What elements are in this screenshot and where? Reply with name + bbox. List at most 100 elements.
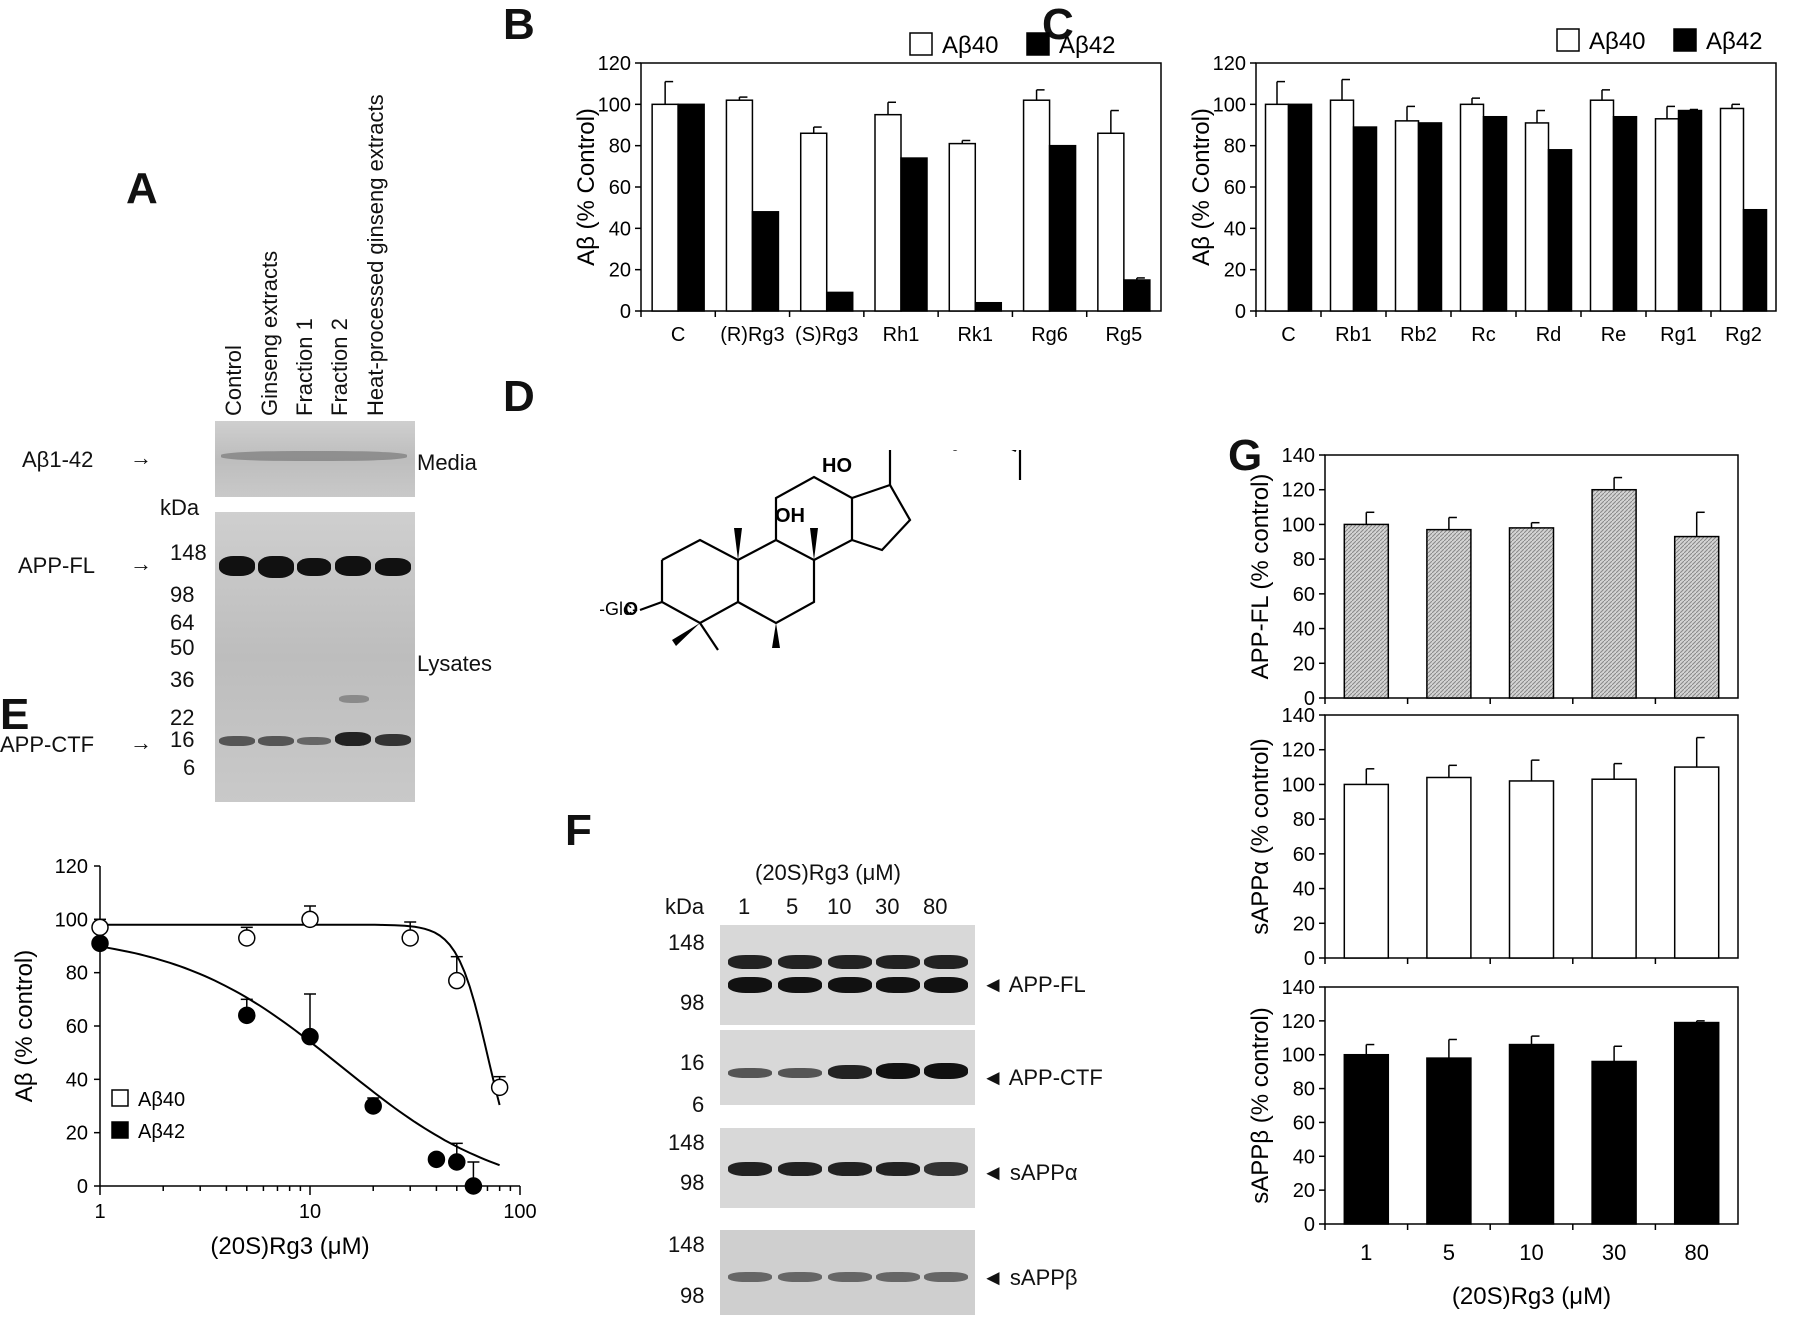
band [375,734,411,746]
bar [1426,1057,1472,1225]
data-point [91,934,109,953]
x-tick-label: 100 [503,1201,536,1223]
y-tick-label: 0 [1235,301,1246,323]
y-tick-label: 40 [1293,879,1315,901]
x-tick-label: Rb2 [1400,324,1437,346]
f-lane-label: 80 [923,894,948,919]
f-mark: 98 [680,990,705,1015]
x-tick-label: Rg2 [1725,324,1762,346]
band [778,1272,822,1282]
bar [1097,132,1125,312]
x-tick-label: Rd [1536,324,1562,346]
bar [651,103,679,312]
y-tick-label: 120 [1282,1011,1315,1033]
f-mark: 6 [692,1092,705,1117]
bar [1022,99,1051,312]
band [778,955,822,969]
blot-a-media [215,421,415,497]
data-point [448,971,466,990]
bar [1589,99,1615,312]
y-tick-label: 100 [1282,774,1315,796]
legend-label: Aβ40 [138,1089,185,1111]
x-tick-label: (R)Rg3 [720,324,784,346]
bar [1673,766,1720,959]
bar [1524,122,1550,312]
band [828,1272,872,1282]
data-point [401,929,419,947]
x-tick-label: Rh1 [883,324,920,346]
f-blot-label-text: sAPPβ [1009,1265,1078,1290]
y-tick-label: 60 [1293,1112,1315,1134]
y-tick-label: 40 [609,218,631,240]
chart-g1: 0 20 40 60 80 100 120 140 APP-FL (% control) [1247,445,1739,710]
band [339,695,369,703]
x-tick-label: 80 [1684,1240,1708,1265]
y-tick-label: 20 [1293,653,1315,675]
arrow-appctf: → [130,730,152,755]
bar [1048,144,1077,312]
data-point [427,1150,446,1169]
bar [948,142,977,312]
y-tick-label: 40 [1293,1146,1315,1168]
label-media: Media [417,450,477,475]
blot-a-lysates [215,512,415,802]
data-point [464,1177,483,1195]
arrow-ab142: → [130,445,152,470]
bar [1742,208,1768,312]
bar [1677,109,1703,312]
blot-f-sappa [720,1128,975,1208]
data-point [301,1027,319,1046]
band [221,451,407,461]
y-tick-label: 0 [620,301,631,323]
f-blot-label-text: sAPPα [1009,1160,1078,1185]
kda-mark: 16 [170,727,195,752]
y-tick-label: 100 [1282,514,1315,536]
bar [1459,103,1485,312]
fit-curve-ab40 [100,923,501,1106]
y-tick-label: 140 [1282,445,1315,467]
y-tick-label: 60 [1293,584,1315,606]
y-tick-label: 20 [609,260,631,282]
bar [1508,527,1555,699]
x-tick-label: 1 [1360,1240,1372,1265]
label-appctf: APP-CTF [0,732,95,757]
y-tick-label: 100 [598,94,631,116]
blot-f-sappb [720,1230,975,1315]
band [297,737,331,745]
band [258,556,294,578]
f-lane-label: 5 [786,894,799,919]
f-mark: 148 [668,930,705,955]
y-tick-label: 0 [1304,948,1315,970]
bar [1417,122,1443,312]
lane-label-fraction2: Fraction 2 [327,318,352,416]
bar [1547,149,1573,312]
y-tick-label: 140 [1282,977,1315,999]
bar [1343,783,1390,959]
label-lysates: Lysates [417,651,493,676]
bar [1343,1053,1390,1225]
band [828,1065,872,1079]
chart-c: 0 20 40 60 80 100 120 Aβ (% Control) C Rb1 Rb2 Rc Rd… [1188,28,1777,346]
bar [677,103,705,312]
band [828,1162,872,1176]
bar [1508,780,1555,959]
bar [1591,1060,1637,1225]
bar [1612,115,1638,312]
band [258,736,294,746]
x-tick-label: C [671,324,685,346]
f-blot-label-text: APP-CTF [1008,1065,1103,1090]
band [375,558,411,576]
y-tick-label: 80 [1293,809,1315,831]
x-tick-label: 10 [1519,1240,1543,1265]
bar [751,211,780,312]
kda-mark: 22 [170,705,195,730]
band [778,977,822,993]
kda-mark: 98 [170,582,195,607]
y-tick-label: 80 [1293,549,1315,571]
bar [1426,776,1472,959]
f-mark: 98 [680,1170,705,1195]
chart-b: 0 20 40 60 80 100 120 Aβ (% Control) C (R)Rg3 (S)R… [573,32,1162,346]
data-point [91,918,109,937]
bar [725,99,754,312]
bar [1508,1043,1555,1225]
